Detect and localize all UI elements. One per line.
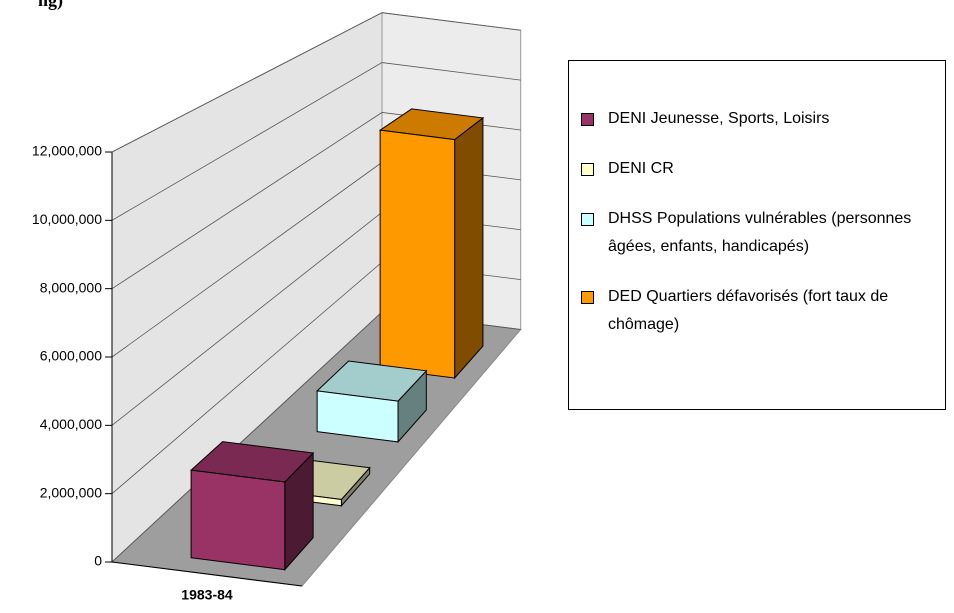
y-tick-label: 6,000,000 — [40, 348, 102, 364]
chart-title: ng) — [38, 0, 64, 10]
y-tick-label: 0 — [94, 553, 102, 569]
y-tick-label: 12,000,000 — [32, 143, 102, 159]
grid-line — [111, 12, 521, 153]
legend-label: DHSS Populations vulnérables (personnes … — [608, 210, 912, 255]
bar — [316, 360, 428, 444]
grid-line — [111, 62, 521, 221]
legend-swatch — [581, 113, 594, 126]
legend-label: DENI CR — [608, 160, 674, 177]
bar-front — [316, 390, 399, 443]
legend-swatch — [581, 291, 594, 304]
bar — [189, 441, 315, 571]
legend-item: DED Quartiers défavorisés (fort taux de … — [581, 283, 935, 339]
bar-front — [190, 469, 286, 571]
bar — [378, 108, 485, 380]
y-tick-label: 10,000,000 — [32, 211, 102, 227]
legend-item: DENI Jeunesse, Sports, Loisirs — [581, 105, 935, 133]
legend-item: DENI CR — [581, 155, 935, 183]
x-tick-label: 1983-84 — [181, 587, 233, 603]
y-tick-label: 2,000,000 — [40, 484, 102, 500]
legend: DENI Jeunesse, Sports, Loisirs DENI CR DHS… — [568, 60, 946, 410]
x-axis — [111, 561, 303, 587]
legend-item: DHSS Populations vulnérables (personnes … — [581, 205, 935, 261]
y-tick-label: 4,000,000 — [40, 416, 102, 432]
legend-label: DED Quartiers défavorisés (fort taux de … — [608, 288, 889, 333]
legend-swatch — [581, 213, 594, 226]
y-tick-label: 8,000,000 — [40, 279, 102, 295]
legend-label: DENI Jeunesse, Sports, Loisirs — [608, 110, 830, 127]
bar-side — [454, 116, 484, 380]
legend-swatch — [581, 163, 594, 176]
bar-front — [379, 129, 456, 379]
